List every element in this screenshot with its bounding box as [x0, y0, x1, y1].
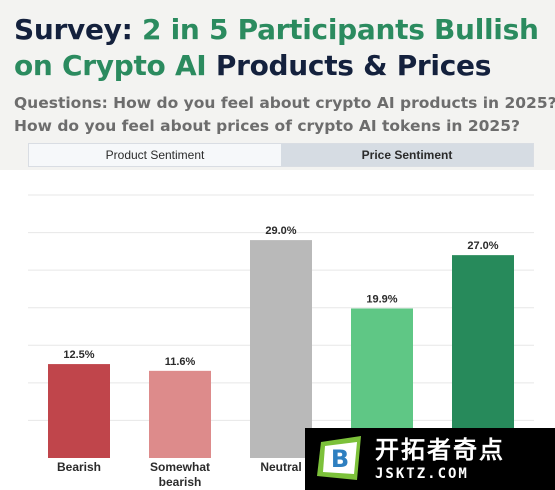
- title-highlight: 2 in 5 Participants Bullish on Crypto AI: [14, 13, 539, 82]
- question-1: Questions: How do you feel about crypto …: [14, 94, 555, 112]
- sentiment-tabs: Product Sentiment Price Sentiment: [28, 143, 534, 167]
- value-label-4: 27.0%: [467, 240, 498, 252]
- category-label-2: Neutral: [260, 460, 301, 474]
- tab-price-sentiment[interactable]: Price Sentiment: [281, 144, 533, 166]
- value-label-2: 29.0%: [265, 225, 296, 237]
- watermark: B 开拓者奇点 JSKTZ.COM: [305, 428, 555, 490]
- bar-4[interactable]: [452, 255, 514, 458]
- value-label-3: 19.9%: [366, 293, 397, 305]
- chart-title: Survey: 2 in 5 Participants Bullish on C…: [14, 12, 544, 84]
- bar-2[interactable]: [250, 240, 312, 458]
- value-label-0: 12.5%: [63, 349, 94, 361]
- bar-0[interactable]: [48, 364, 110, 458]
- value-label-1: 11.6%: [165, 356, 196, 368]
- question-2: How do you feel about prices of crypto A…: [14, 117, 520, 135]
- watermark-logo: B: [315, 434, 365, 484]
- watermark-logo-letter: B: [331, 445, 349, 473]
- category-label-1: Somewhat: [150, 460, 210, 474]
- title-prefix: Survey:: [14, 13, 142, 46]
- watermark-domain: JSKTZ.COM: [375, 466, 469, 482]
- bar-1[interactable]: [149, 370, 211, 458]
- title-suffix: Products & Prices: [206, 49, 492, 82]
- watermark-text: 开拓者奇点: [375, 436, 505, 464]
- category-label-0: Bearish: [57, 460, 101, 474]
- category-label-1: bearish: [159, 475, 202, 489]
- tab-product-sentiment[interactable]: Product Sentiment: [29, 144, 281, 166]
